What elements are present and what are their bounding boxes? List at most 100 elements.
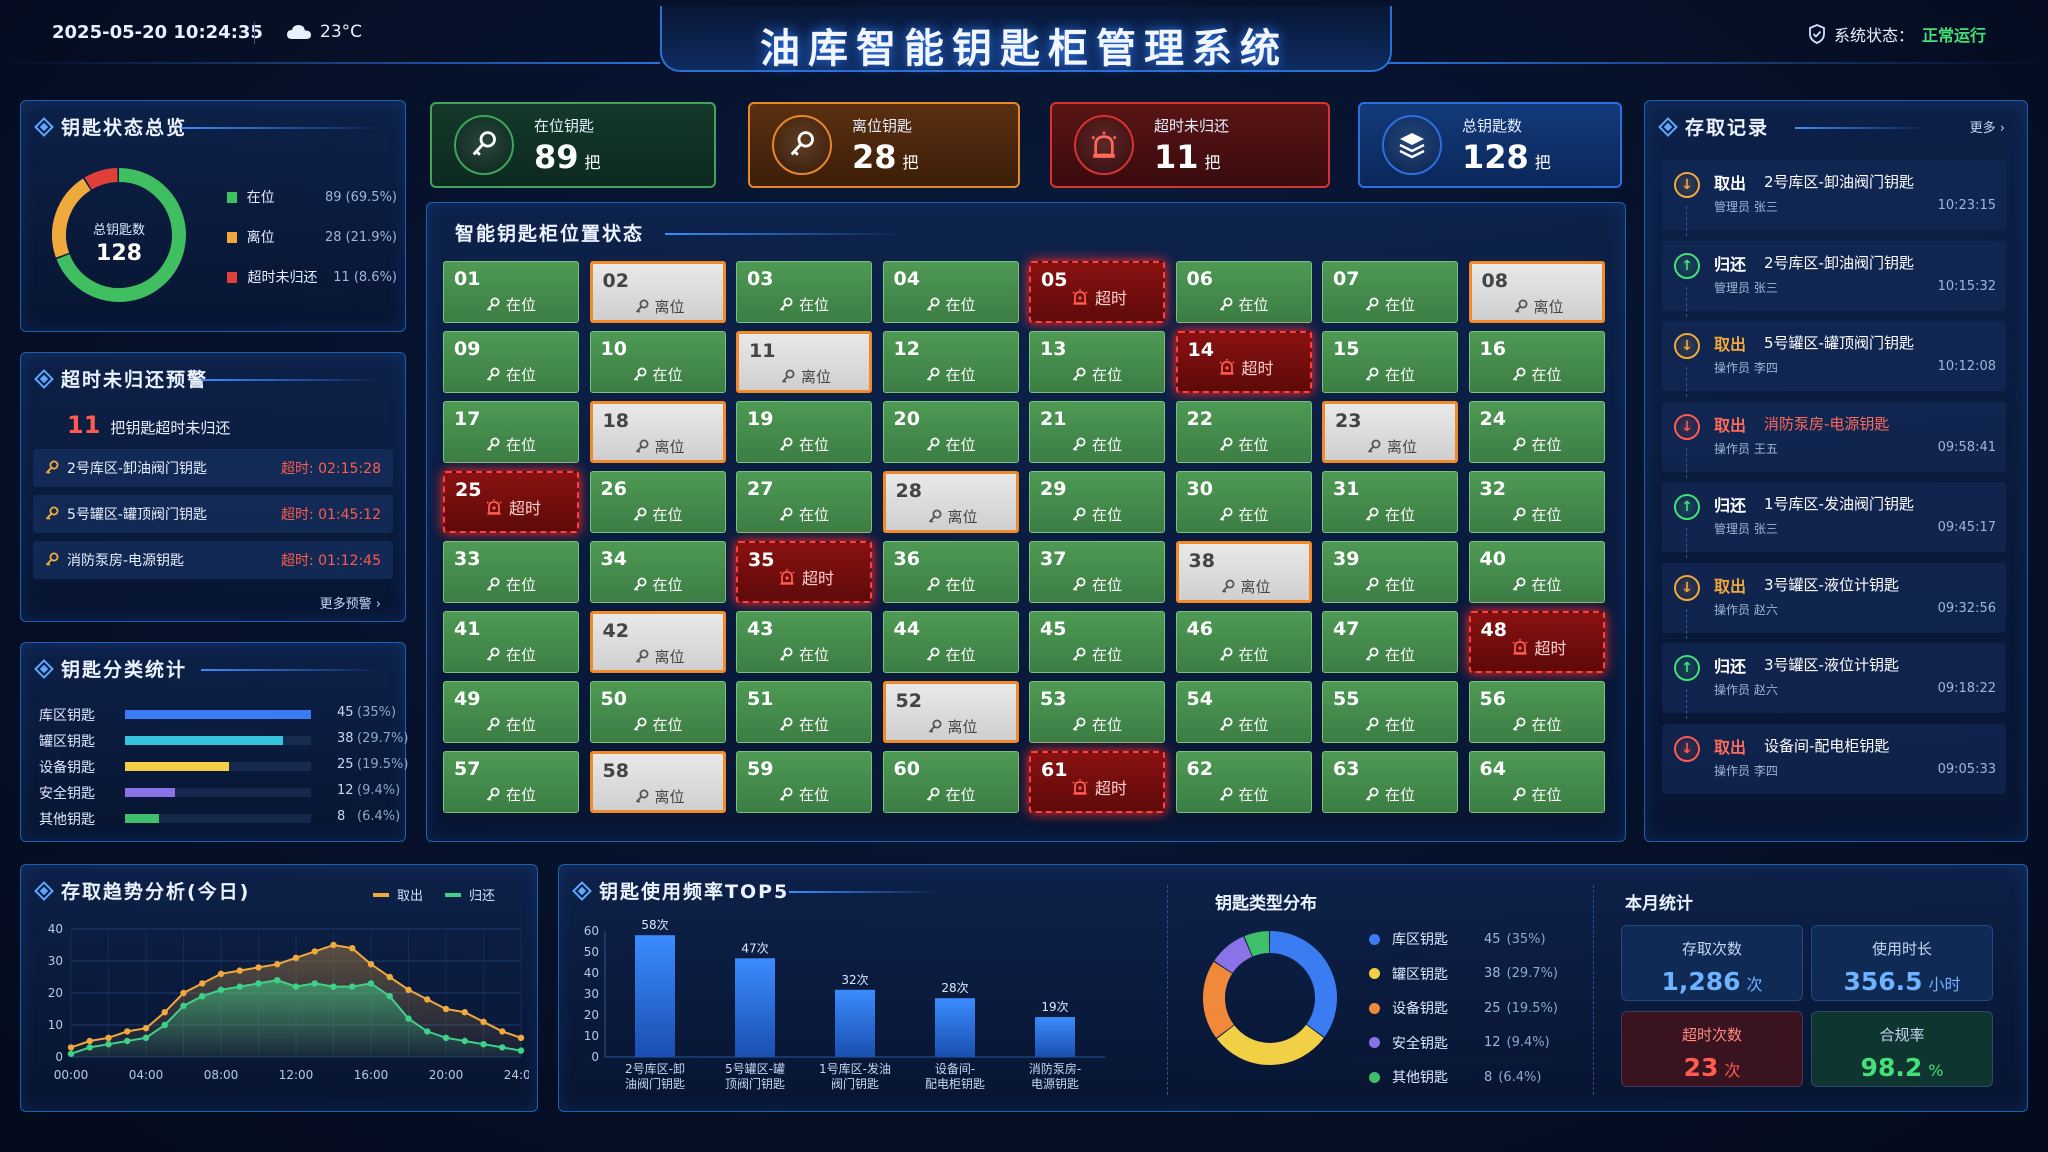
cabinet-slot-04[interactable]: 04 在位	[882, 261, 1019, 323]
cabinet-slot-46[interactable]: 46 在位	[1175, 611, 1312, 673]
cabinet-slot-54[interactable]: 54 在位	[1175, 681, 1312, 743]
cabinet-slot-32[interactable]: 32 在位	[1468, 471, 1605, 533]
cabinet-slot-27[interactable]: 27 在位	[736, 471, 872, 533]
cabinet-slot-28[interactable]: 28 离位	[882, 471, 1019, 533]
cabinet-slot-19[interactable]: 19 在位	[736, 401, 872, 463]
overtime-item[interactable]: 5号罐区-罐顶阀门钥匙 超时: 01:45:12	[33, 495, 393, 533]
cabinet-slot-47[interactable]: 47 在位	[1322, 611, 1458, 673]
category-bar	[125, 710, 311, 719]
kpi-label: 总钥匙数	[1462, 116, 1523, 135]
overtime-item[interactable]: 消防泵房-电源钥匙 超时: 01:12:45	[33, 541, 393, 579]
slot-number: 14	[1187, 339, 1214, 361]
record-item[interactable]: ↓ 取出 设备间-配电柜钥匙 操作员 李四 09:05:33	[1662, 723, 2006, 794]
cabinet-slot-48[interactable]: 48 超时	[1468, 611, 1605, 673]
record-item[interactable]: ↑ 归还 2号库区-卸油阀门钥匙 管理员 张三 10:15:32	[1662, 240, 2006, 317]
legend-label: 其他钥匙	[1392, 1070, 1448, 1086]
cabinet-slot-31[interactable]: 31 在位	[1322, 471, 1458, 533]
arrow-down-icon: ↓	[1674, 735, 1700, 762]
cabinet-slot-23[interactable]: 23 离位	[1322, 401, 1458, 463]
cabinet-slot-43[interactable]: 43 在位	[736, 611, 872, 673]
key-icon	[45, 506, 59, 522]
cabinet-slot-61[interactable]: 61 超时	[1029, 751, 1165, 813]
cabinet-slot-13[interactable]: 13 在位	[1029, 331, 1165, 393]
cabinet-slot-44[interactable]: 44 在位	[882, 611, 1019, 673]
record-item[interactable]: ↑ 归还 1号库区-发油阀门钥匙 管理员 张三 09:45:17	[1662, 482, 2006, 558]
cabinet-slot-20[interactable]: 20 在位	[882, 401, 1019, 463]
cabinet-slot-29[interactable]: 29 在位	[1029, 471, 1165, 533]
cabinet-slot-15[interactable]: 15 在位	[1322, 331, 1458, 393]
cabinet-slot-18[interactable]: 18 离位	[589, 401, 726, 463]
cabinet-slot-01[interactable]: 01 在位	[443, 261, 579, 323]
cabinet-slot-34[interactable]: 34 在位	[589, 541, 726, 603]
cabinet-slot-57[interactable]: 57 在位	[443, 751, 579, 813]
key-icon	[779, 787, 793, 803]
cabinet-slot-12[interactable]: 12 在位	[882, 331, 1019, 393]
cabinet-slot-14[interactable]: 14 超时	[1175, 331, 1312, 393]
cabinet-slot-07[interactable]: 07 在位	[1322, 261, 1458, 323]
more-alerts-link[interactable]: 更多预警 ›	[319, 597, 381, 612]
record-item[interactable]: ↓ 取出 消防泵房-电源钥匙 操作员 王五 09:58:41	[1662, 401, 2006, 478]
cabinet-slot-03[interactable]: 03 在位	[736, 261, 872, 323]
overtime-item[interactable]: 2号库区-卸油阀门钥匙 超时: 02:15:28	[33, 449, 393, 487]
cabinet-slot-52[interactable]: 52 离位	[882, 681, 1019, 743]
cabinet-slot-50[interactable]: 50 在位	[589, 681, 726, 743]
cabinet-slot-06[interactable]: 06 在位	[1175, 261, 1312, 323]
cabinet-slot-42[interactable]: 42 离位	[589, 611, 726, 673]
cabinet-slot-37[interactable]: 37 在位	[1029, 541, 1165, 603]
cabinet-slot-38[interactable]: 38 离位	[1175, 541, 1312, 603]
cabinet-slot-09[interactable]: 09 在位	[443, 331, 579, 393]
cabinet-slot-30[interactable]: 30 在位	[1175, 471, 1312, 533]
cabinet-slot-58[interactable]: 58 离位	[589, 751, 726, 813]
cabinet-slot-36[interactable]: 36 在位	[882, 541, 1019, 603]
slot-number: 50	[600, 688, 627, 710]
cabinet-slot-60[interactable]: 60 在位	[882, 751, 1019, 813]
record-item[interactable]: ↓ 取出 5号罐区-罐顶阀门钥匙 操作员 李四 10:12:08	[1662, 321, 2006, 397]
slot-status: 在位	[1365, 644, 1415, 665]
key-icon	[1219, 787, 1233, 803]
cabinet-slot-25[interactable]: 25 超时	[443, 471, 579, 533]
cabinet-slot-55[interactable]: 55 在位	[1322, 681, 1458, 743]
category-label: 其他钥匙	[39, 812, 95, 828]
cabinet-slot-51[interactable]: 51 在位	[736, 681, 872, 743]
cabinet-slot-33[interactable]: 33 在位	[443, 541, 579, 603]
key-icon	[1512, 367, 1526, 383]
data-point	[292, 954, 300, 961]
cabinet-slot-26[interactable]: 26 在位	[589, 471, 726, 533]
cabinet-slot-56[interactable]: 56 在位	[1468, 681, 1605, 743]
cabinet-slot-17[interactable]: 17 在位	[443, 401, 579, 463]
legend-dot	[1369, 933, 1380, 945]
cabinet-slot-10[interactable]: 10 在位	[589, 331, 726, 393]
cabinet-slot-16[interactable]: 16 在位	[1468, 331, 1605, 393]
cabinet-slot-08[interactable]: 08 离位	[1468, 261, 1605, 323]
cabinet-slot-21[interactable]: 21 在位	[1029, 401, 1165, 463]
cabinet-slot-11[interactable]: 11 离位	[736, 331, 872, 393]
cabinet-slot-63[interactable]: 63 在位	[1322, 751, 1458, 813]
cabinet-slot-64[interactable]: 64 在位	[1468, 751, 1605, 813]
record-item[interactable]: ↓ 取出 3号罐区-液位计钥匙 操作员 赵六 09:32:56	[1662, 562, 2006, 639]
cabinet-slot-22[interactable]: 22 在位	[1175, 401, 1312, 463]
kpi-value-row: 11 把	[1154, 138, 1229, 176]
record-item[interactable]: ↑ 归还 3号罐区-液位计钥匙 操作员 赵六 09:18:22	[1662, 643, 2006, 719]
cabinet-slot-24[interactable]: 24 在位	[1468, 401, 1605, 463]
cabinet-slot-49[interactable]: 49 在位	[443, 681, 579, 743]
cabinet-slot-40[interactable]: 40 在位	[1468, 541, 1605, 603]
slot-number: 62	[1186, 758, 1213, 780]
cabinet-slot-35[interactable]: 35 超时	[736, 541, 872, 603]
cabinet-slot-39[interactable]: 39 在位	[1322, 541, 1458, 603]
cabinet-slot-05[interactable]: 05 超时	[1029, 261, 1165, 323]
cabinet-slot-53[interactable]: 53 在位	[1029, 681, 1165, 743]
cabinet-slot-62[interactable]: 62 在位	[1175, 751, 1312, 813]
slot-status-label: 超时	[1095, 779, 1128, 798]
legend-pct: (8.6%)	[353, 269, 397, 285]
record-action: 取出	[1714, 335, 1747, 354]
cabinet-slot-41[interactable]: 41 在位	[443, 611, 579, 673]
record-item[interactable]: ↓ 取出 2号库区-卸油阀门钥匙 管理员 张三 10:23:15	[1662, 160, 2006, 236]
records-more-link[interactable]: 更多 ›	[1969, 121, 2005, 136]
slot-status-label: 在位	[1092, 576, 1123, 594]
cabinet-slot-59[interactable]: 59 在位	[736, 751, 872, 813]
cabinet-slot-02[interactable]: 02 离位	[589, 261, 726, 323]
cabinet-slot-45[interactable]: 45 在位	[1029, 611, 1165, 673]
temperature: 23°C	[320, 22, 363, 42]
legend-pct: (6.4%)	[1498, 1069, 1542, 1085]
data-point	[499, 1028, 506, 1035]
